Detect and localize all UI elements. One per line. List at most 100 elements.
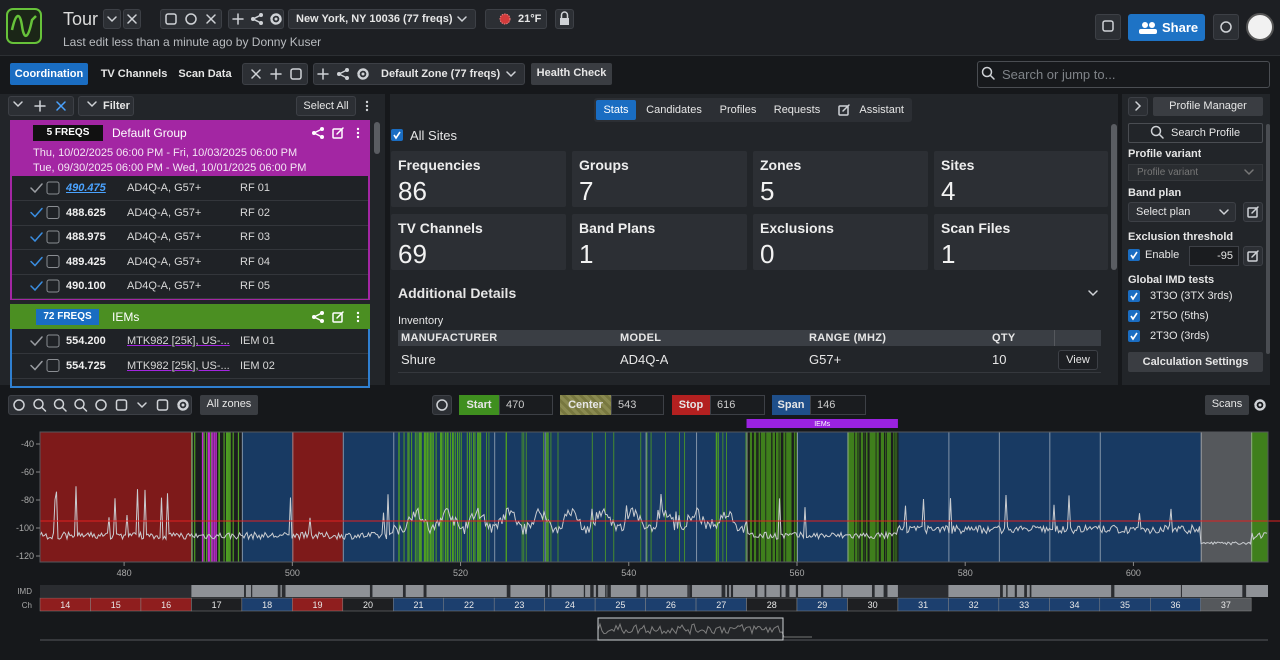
close-button[interactable]: [123, 9, 141, 29]
zone-stripe: [415, 432, 416, 562]
zone-stripe: [886, 432, 887, 562]
group-date: Thu, 10/02/2025 06:00 PM - Fri, 10/03/20…: [33, 146, 297, 160]
row-separator: [12, 225, 368, 226]
zone-divider: [242, 432, 243, 562]
range-value[interactable]: 616: [710, 395, 765, 415]
tab[interactable]: TV Channels: [97, 63, 171, 85]
model: AD4Q-A, G57+: [127, 206, 201, 221]
zone-stripe: [238, 432, 239, 562]
dropdown-button[interactable]: [103, 9, 121, 29]
search-box[interactable]: Search or jump to...: [977, 61, 1270, 88]
frequency[interactable]: 489.425: [66, 255, 106, 270]
zone-stripe: [526, 432, 527, 562]
imd-test[interactable]: 2T3O (3rds): [1150, 330, 1209, 342]
scans-button[interactable]: Scans: [1205, 395, 1249, 415]
zone-stripe: [219, 432, 220, 562]
frequency[interactable]: 490.475: [66, 181, 106, 196]
toolbar-icons[interactable]: [8, 96, 74, 116]
row-separator: [12, 274, 368, 275]
weather: 21°F: [485, 9, 547, 29]
threshold-input[interactable]: -95: [1189, 246, 1239, 266]
channel-label: 35: [1120, 600, 1130, 610]
filter-button[interactable]: Filter: [78, 96, 134, 116]
select-all[interactable]: Select All: [296, 96, 356, 116]
channel-label: 25: [615, 600, 625, 610]
frequency[interactable]: 488.975: [66, 230, 106, 245]
icon-group[interactable]: [242, 63, 308, 85]
zone-stripe: [459, 432, 460, 562]
plan-select[interactable]: Select plan: [1128, 202, 1236, 222]
range-label: Span: [772, 395, 810, 415]
range-value[interactable]: 470: [499, 395, 553, 415]
center-tab[interactable]: Profiles: [713, 100, 763, 120]
center-tab[interactable]: Candidates: [640, 100, 708, 120]
y-tick-label: -80: [21, 495, 34, 505]
range-value[interactable]: 146: [810, 395, 866, 415]
channel-label: 19: [313, 600, 323, 610]
avatar[interactable]: [1246, 13, 1274, 41]
zone-stripe: [722, 432, 723, 562]
edit-button[interactable]: [1243, 202, 1263, 222]
frequency[interactable]: 488.625: [66, 206, 106, 221]
all-sites[interactable]: All Sites: [410, 128, 457, 143]
imd-test[interactable]: 3T3O (3TX 3rds): [1150, 290, 1233, 302]
frequency[interactable]: 554.200: [66, 334, 106, 349]
stat-card: Scan Files1: [934, 214, 1108, 270]
channel-label: 28: [767, 600, 777, 610]
zone-stripe: [471, 432, 472, 562]
icon-group[interactable]: [228, 9, 284, 29]
zone-stripe: [204, 432, 205, 562]
reset-button[interactable]: [432, 395, 452, 415]
table-cell: AD4Q-A: [620, 352, 668, 368]
center-tab[interactable]: Stats: [596, 100, 636, 120]
zone-stripe: [452, 432, 453, 562]
view-button[interactable]: View: [1058, 350, 1098, 370]
zone-select[interactable]: Default Zone (77 freqs): [313, 63, 525, 85]
model: MTK982 [25k], US-...: [127, 359, 230, 374]
help-button[interactable]: [1213, 14, 1239, 40]
zone-stripe: [441, 432, 442, 562]
frequency[interactable]: 490.100: [66, 279, 106, 294]
share-button[interactable]: Share: [1128, 14, 1205, 41]
imd-hit: [584, 585, 585, 597]
edit-button[interactable]: [1243, 246, 1263, 266]
tab[interactable]: Scan Data: [177, 63, 233, 85]
center-tab[interactable]: Requests: [768, 100, 826, 120]
variant-select[interactable]: Profile variant: [1128, 164, 1263, 181]
zone-stripe: [859, 432, 860, 562]
tab[interactable]: Coordination: [10, 63, 88, 85]
chat-button[interactable]: [1095, 14, 1121, 40]
zone-stripe: [863, 432, 864, 562]
imd-hit: [647, 585, 648, 597]
imd-test[interactable]: 2T5O (5ths): [1150, 310, 1209, 322]
logo[interactable]: [6, 8, 42, 44]
imd-hit: [590, 585, 593, 597]
all-zones[interactable]: All zones: [200, 395, 258, 415]
zone-stripe: [506, 432, 507, 562]
range-value[interactable]: 543: [611, 395, 664, 415]
zone-stripe: [551, 432, 552, 562]
imd-hit: [722, 585, 726, 597]
icon-group[interactable]: [160, 9, 222, 29]
details-title[interactable]: Additional Details: [398, 285, 516, 302]
lock-button[interactable]: [555, 9, 574, 29]
channel-label: 31: [918, 600, 928, 610]
overview-window: [598, 618, 783, 640]
zone-stripe: [765, 432, 766, 562]
location-select[interactable]: New York, NY 10036 (77 freqs): [288, 9, 476, 29]
zone-stripe: [640, 432, 641, 562]
collapse-button[interactable]: [1128, 97, 1148, 116]
search-profile[interactable]: Search Profile: [1128, 123, 1263, 143]
calc-settings[interactable]: Calculation Settings: [1128, 352, 1263, 372]
channel-label: 18: [262, 600, 272, 610]
profile-manager[interactable]: Profile Manager: [1153, 97, 1263, 116]
zone-stripe: [546, 432, 547, 562]
zone-stripe: [424, 432, 425, 562]
spectrum-tools[interactable]: [8, 395, 192, 415]
zone-stripe: [447, 432, 448, 562]
frequency[interactable]: 554.725: [66, 359, 106, 374]
health-check[interactable]: Health Check: [531, 63, 612, 85]
center-tab[interactable]: Assistant: [830, 100, 910, 120]
last-edit: Last edit less than a minute ago by Donn…: [63, 35, 321, 50]
stat-card: Band Plans1: [572, 214, 747, 270]
